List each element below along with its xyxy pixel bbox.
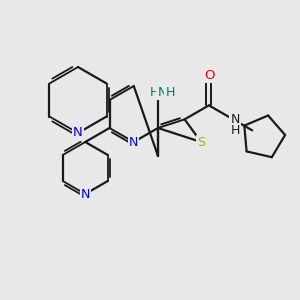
Text: H: H xyxy=(149,85,159,98)
Text: O: O xyxy=(205,69,215,82)
Text: N: N xyxy=(230,113,240,126)
Text: N: N xyxy=(157,85,167,98)
Text: H: H xyxy=(165,85,175,98)
Text: H: H xyxy=(230,124,240,137)
Text: N: N xyxy=(73,127,83,140)
Text: N: N xyxy=(129,136,138,148)
Text: N: N xyxy=(81,188,90,200)
Text: S: S xyxy=(197,136,205,148)
